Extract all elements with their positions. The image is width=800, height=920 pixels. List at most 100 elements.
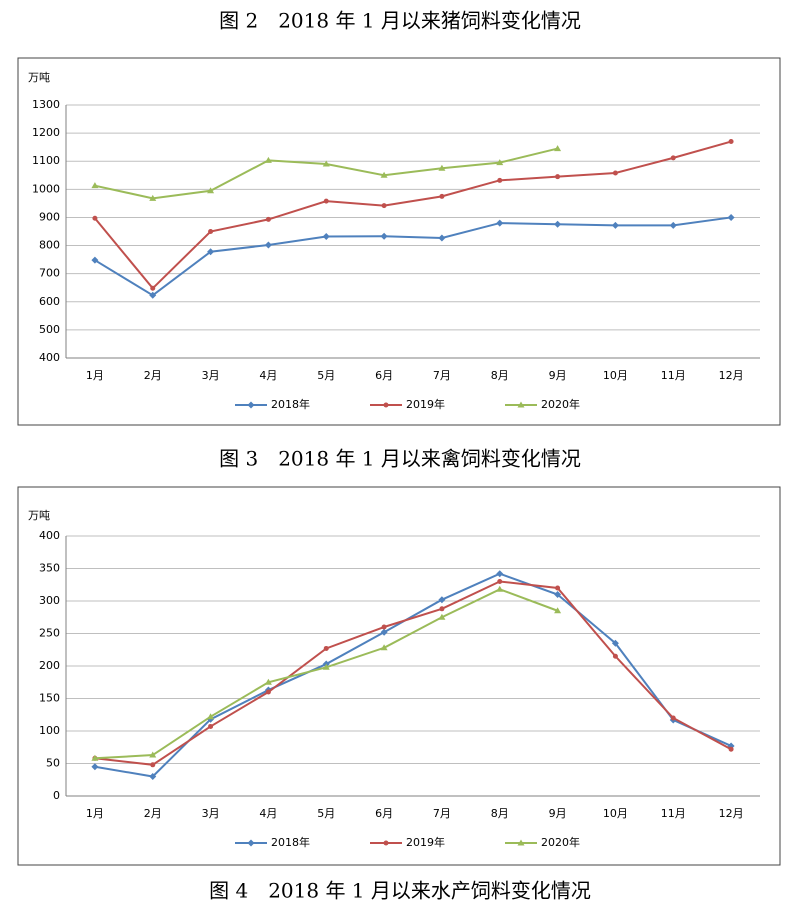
marker	[208, 229, 214, 234]
x-tick-label: 4月	[259, 807, 277, 820]
marker	[383, 402, 389, 408]
y-tick-label: 400	[39, 529, 60, 542]
y-tick-label: 0	[53, 789, 60, 802]
marker	[555, 174, 561, 180]
marker	[91, 763, 99, 771]
marker	[264, 241, 272, 249]
x-tick-label: 2月	[144, 807, 162, 820]
marker	[439, 606, 445, 612]
legend-label: 2020年	[541, 835, 580, 849]
legend-label: 2019年	[406, 397, 445, 411]
marker	[496, 219, 504, 227]
series-line	[94, 588, 558, 760]
y-tick-label: 100	[39, 724, 60, 737]
marker	[380, 171, 388, 178]
y-tick-label: 1200	[32, 126, 60, 139]
x-tick-label: 5月	[317, 807, 335, 820]
legend-label: 2018年	[271, 835, 310, 849]
marker	[497, 579, 503, 584]
marker	[149, 773, 157, 780]
caption: 图 4 2018 年 1 月以来水产饲料变化情况	[209, 879, 591, 903]
x-tick-label: 7月	[433, 369, 451, 382]
x-tick-label: 1月	[86, 369, 104, 382]
marker	[383, 840, 389, 846]
marker	[554, 220, 562, 228]
x-tick-label: 8月	[491, 807, 509, 820]
marker	[438, 234, 446, 242]
marker	[611, 639, 619, 647]
y-tick-label: 300	[39, 594, 60, 607]
x-tick-label: 7月	[433, 807, 451, 820]
y-tick-label: 1100	[32, 154, 60, 167]
x-tick-label: 1月	[86, 807, 104, 820]
marker	[323, 198, 329, 204]
y-axis-unit: 万吨	[28, 509, 50, 522]
x-tick-label: 12月	[719, 807, 744, 820]
chart-frame	[17, 486, 781, 866]
marker	[611, 221, 619, 229]
marker	[669, 221, 677, 229]
marker	[381, 624, 387, 630]
x-tick-label: 11月	[661, 807, 686, 820]
marker	[554, 591, 562, 598]
x-tick-label: 3月	[202, 369, 220, 382]
y-tick-label: 800	[39, 239, 60, 252]
y-tick-label: 600	[39, 295, 60, 308]
marker	[149, 194, 157, 201]
marker	[497, 177, 503, 183]
marker	[728, 746, 734, 752]
series-line	[94, 572, 732, 778]
y-tick-label: 50	[46, 757, 60, 770]
marker	[670, 715, 676, 721]
marker	[612, 170, 618, 176]
marker	[92, 215, 98, 221]
marker	[438, 596, 446, 604]
y-tick-label: 250	[39, 627, 60, 640]
marker	[150, 285, 156, 291]
x-tick-label: 6月	[375, 369, 393, 382]
marker	[91, 754, 99, 761]
caption: 图 2 2018 年 1 月以来猪饲料变化情况	[219, 9, 581, 33]
marker	[323, 645, 329, 651]
legend-label: 2020年	[541, 397, 580, 411]
marker	[554, 607, 562, 614]
y-tick-label: 700	[39, 267, 60, 280]
y-tick-label: 200	[39, 659, 60, 672]
marker	[264, 156, 272, 163]
chart-frame	[17, 57, 781, 426]
marker	[555, 585, 561, 591]
marker	[517, 839, 525, 846]
y-tick-label: 400	[39, 351, 60, 364]
marker	[247, 401, 255, 409]
marker	[496, 585, 504, 592]
marker	[149, 751, 157, 758]
marker	[496, 570, 504, 578]
y-axis-unit: 万吨	[28, 71, 50, 84]
x-tick-label: 9月	[549, 807, 567, 820]
marker	[149, 291, 157, 299]
x-tick-label: 11月	[661, 369, 686, 382]
marker	[438, 613, 446, 620]
marker	[265, 216, 271, 222]
marker	[247, 839, 255, 847]
marker	[91, 182, 99, 189]
marker	[438, 164, 446, 171]
series-line	[94, 580, 732, 766]
marker	[207, 187, 215, 194]
x-tick-label: 3月	[202, 807, 220, 820]
marker	[554, 145, 562, 152]
marker	[381, 203, 387, 209]
x-tick-label: 5月	[317, 369, 335, 382]
marker	[517, 401, 525, 408]
marker	[208, 723, 214, 729]
marker	[380, 644, 388, 651]
marker	[264, 678, 272, 685]
marker	[322, 233, 330, 241]
x-tick-label: 10月	[603, 369, 628, 382]
y-tick-label: 500	[39, 323, 60, 336]
series-line	[94, 216, 732, 297]
marker	[265, 689, 271, 695]
marker	[322, 160, 330, 167]
marker	[496, 159, 504, 166]
